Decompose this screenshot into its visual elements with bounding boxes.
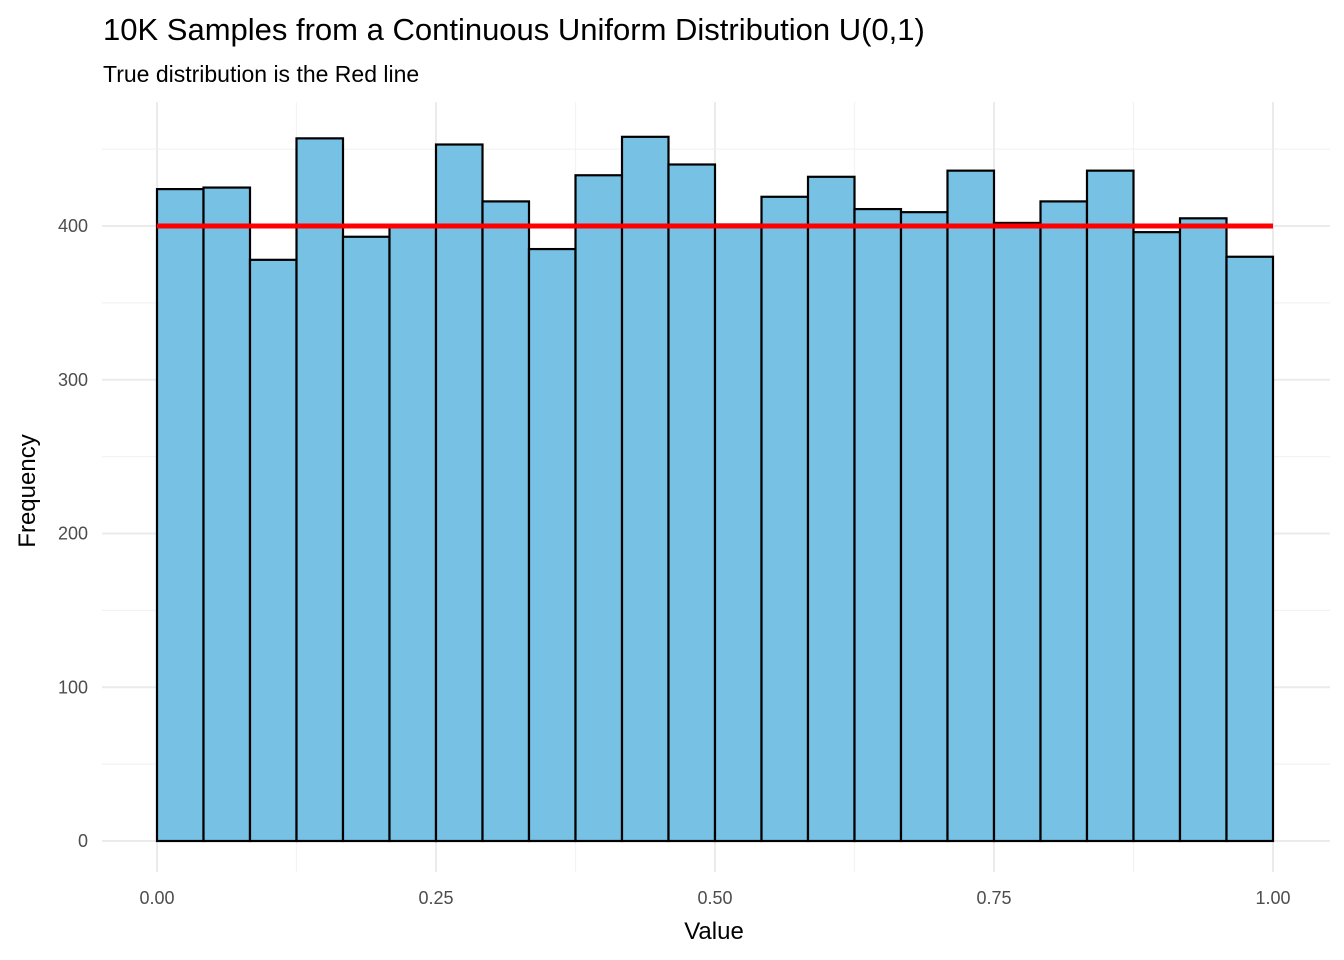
histogram-bar [1039, 200, 1089, 843]
histogram-bar [248, 258, 298, 843]
x-tick-label: 0.50 [697, 888, 732, 908]
x-tick-label: 0.25 [418, 888, 453, 908]
histogram-bar [434, 143, 484, 843]
histogram-bar [1132, 231, 1182, 843]
histogram-bar [760, 195, 810, 843]
histogram-bar [155, 188, 205, 843]
y-axis-tick-labels: 0 100 200 300 400 [58, 216, 88, 851]
chart-title: 10K Samples from a Continuous Uniform Di… [103, 12, 925, 47]
chart-subtitle: True distribution is the Red line [103, 61, 419, 87]
histogram-bar [992, 221, 1042, 843]
y-axis-title: Frequency [14, 434, 41, 547]
histogram-bars [155, 135, 1275, 843]
x-tick-label: 1.00 [1255, 888, 1290, 908]
histogram-bar [527, 247, 577, 843]
histogram-bar [1085, 169, 1135, 843]
x-axis-tick-labels: 0.00 0.25 0.50 0.75 1.00 [139, 888, 1290, 908]
histogram-bar [713, 223, 763, 843]
histogram-bar [853, 207, 903, 843]
histogram-bar [295, 137, 345, 843]
histogram-bar [1178, 217, 1228, 843]
histogram-bar [620, 135, 670, 843]
histogram-bar [806, 175, 856, 843]
histogram-bar [388, 224, 438, 843]
histogram-bar [574, 174, 624, 843]
y-tick-label: 0 [78, 831, 88, 851]
histogram-bar [341, 235, 391, 843]
y-tick-label: 100 [58, 677, 88, 697]
histogram-bar [1225, 255, 1275, 843]
x-tick-label: 0.00 [139, 888, 174, 908]
histogram-bar [481, 200, 531, 843]
y-tick-label: 400 [58, 216, 88, 236]
histogram-bar [946, 169, 996, 843]
y-tick-label: 200 [58, 524, 88, 544]
histogram-bar [667, 163, 717, 843]
x-tick-label: 0.75 [976, 888, 1011, 908]
x-axis-title: Value [684, 918, 744, 945]
y-tick-label: 300 [58, 370, 88, 390]
histogram-bar [202, 186, 252, 843]
histogram-bar [899, 211, 949, 843]
